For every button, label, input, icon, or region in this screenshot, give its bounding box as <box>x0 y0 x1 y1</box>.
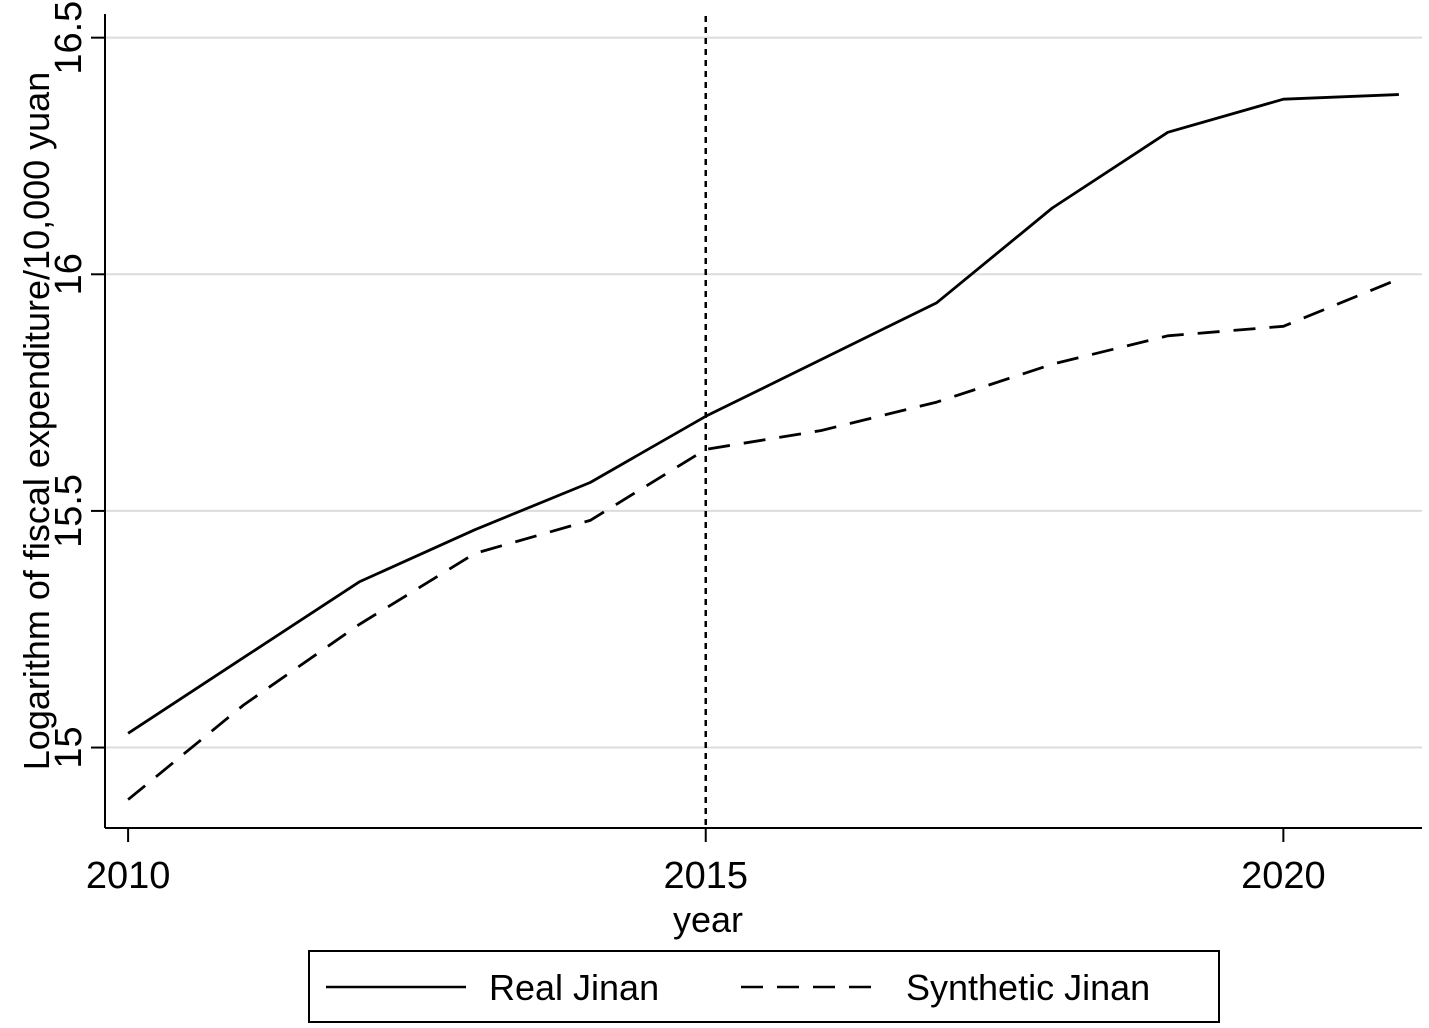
gridlines <box>105 36 1422 749</box>
y-tick-label: 15 <box>48 726 90 768</box>
legend-label-real-jinan: Real Jinan <box>489 967 659 1008</box>
legend-label-synthetic-jinan: Synthetic Jinan <box>906 967 1150 1008</box>
x-tick-label: 2020 <box>1241 855 1326 897</box>
axes <box>91 14 1422 842</box>
y-tick-label: 16 <box>48 253 90 295</box>
series-line-synthetic-jinan <box>127 277 1400 801</box>
series-line-real-jinan <box>127 93 1399 735</box>
y-tick-label: 15.5 <box>48 474 90 548</box>
x-tick-label: 2010 <box>86 855 171 897</box>
tick-labels: 15 15.5 16 16.5 2010 2015 2020 <box>48 1 1326 897</box>
legend: Real Jinan Synthetic Jinan <box>308 950 1220 1023</box>
x-axis-title: year <box>673 899 743 940</box>
x-tick-label: 2015 <box>663 855 748 897</box>
y-axis-title: Logarithm of fiscal expenditure/10,000 y… <box>16 72 57 770</box>
y-tick-label: 16.5 <box>48 1 90 75</box>
series-group <box>127 93 1400 801</box>
